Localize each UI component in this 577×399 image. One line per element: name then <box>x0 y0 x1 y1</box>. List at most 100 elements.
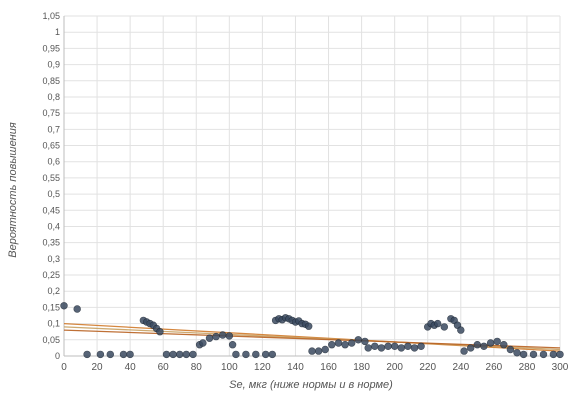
data-point <box>242 350 250 359</box>
data-point <box>434 319 442 328</box>
x-tick-label: 220 <box>419 362 436 373</box>
data-point <box>156 328 164 336</box>
data-point <box>506 345 515 354</box>
data-point <box>305 322 313 330</box>
data-point <box>189 350 197 359</box>
y-tick-label: 0,65 <box>42 141 60 151</box>
data-point <box>354 336 362 344</box>
y-tick-label: 0 <box>55 351 60 361</box>
data-point <box>225 332 234 340</box>
data-point <box>460 347 468 355</box>
y-tick-label: 0,45 <box>42 205 60 215</box>
x-tick-label: 40 <box>125 362 137 373</box>
data-point <box>321 345 329 354</box>
y-tick-label: 0,8 <box>47 92 60 102</box>
data-point <box>334 339 343 347</box>
data-point <box>83 350 91 359</box>
data-point <box>361 337 369 346</box>
y-tick-label: 0,1 <box>47 319 60 329</box>
data-point <box>314 347 323 355</box>
y-tick-label: 0,6 <box>47 157 60 167</box>
data-points <box>60 302 564 359</box>
data-point <box>384 342 392 350</box>
grid <box>63 15 561 357</box>
data-point <box>556 350 564 359</box>
x-tick-label: 200 <box>386 362 403 373</box>
x-tick-label: 160 <box>320 362 337 373</box>
data-point <box>73 305 81 313</box>
data-point <box>529 350 538 359</box>
data-point <box>371 342 379 350</box>
y-tick-label: 0,15 <box>42 302 60 312</box>
data-point <box>228 341 237 349</box>
data-point <box>493 337 501 346</box>
data-point <box>96 350 105 359</box>
y-tick-label: 0,75 <box>42 108 60 118</box>
data-point <box>205 334 214 342</box>
data-point <box>410 344 419 352</box>
data-point <box>60 302 68 310</box>
data-point <box>106 350 115 359</box>
y-tick-label: 0,05 <box>42 335 60 345</box>
y-tick-label: 0,5 <box>47 189 60 199</box>
data-point <box>328 341 336 349</box>
y-tick-label: 0,85 <box>42 76 60 86</box>
data-point <box>486 339 495 347</box>
x-tick-label: 60 <box>158 362 170 373</box>
data-point <box>473 341 481 349</box>
y-tick-label: 0,4 <box>47 221 60 231</box>
data-point <box>549 350 558 359</box>
data-point <box>182 350 191 359</box>
x-tick-label: 140 <box>287 362 304 373</box>
x-axis-label: Se, мкг (ниже нормы и в норме) <box>229 379 393 391</box>
data-point <box>500 341 508 349</box>
y-tick-label: 0,35 <box>42 238 60 248</box>
data-point <box>348 339 356 347</box>
x-tick-label: 300 <box>552 362 569 373</box>
x-tick-label: 0 <box>61 362 67 373</box>
axes <box>63 16 560 357</box>
y-tick-label: 0,95 <box>42 43 60 53</box>
data-point <box>364 344 372 352</box>
data-point <box>262 350 270 359</box>
x-tick-label: 240 <box>452 362 469 373</box>
data-point <box>397 344 405 352</box>
data-point <box>480 342 488 350</box>
y-tick-label: 1,05 <box>42 11 60 21</box>
tick-labels: 0 0,05 0,1 0,15 0,2 0,25 0,3 0,35 0,4 0,45 0,5 0,55… <box>42 11 568 373</box>
data-point <box>513 349 521 357</box>
data-point <box>232 350 240 359</box>
data-point <box>519 350 528 359</box>
data-point <box>268 350 276 359</box>
x-tick-label: 180 <box>353 362 370 373</box>
x-tick-label: 100 <box>221 362 238 373</box>
y-tick-label: 0,25 <box>42 270 60 280</box>
data-point <box>467 344 475 352</box>
plot-background <box>64 16 560 356</box>
data-point <box>440 323 448 331</box>
data-point <box>377 344 386 352</box>
y-tick-label: 0,55 <box>42 173 60 183</box>
data-point <box>341 341 349 349</box>
data-point <box>404 342 412 350</box>
x-tick-label: 120 <box>254 362 271 373</box>
data-point <box>126 350 134 359</box>
data-point <box>199 339 207 347</box>
y-tick-label: 1 <box>55 27 60 37</box>
data-point <box>391 342 399 350</box>
x-tick-label: 280 <box>519 362 536 373</box>
y-axis-label: Вероятность повышения <box>7 122 19 258</box>
x-tick-label: 20 <box>92 362 104 373</box>
y-tick-label: 0,9 <box>47 60 60 70</box>
data-point <box>219 331 227 339</box>
data-point <box>417 342 425 350</box>
data-point <box>162 350 171 359</box>
data-point <box>169 350 177 359</box>
data-point <box>308 347 316 355</box>
data-point <box>212 332 220 341</box>
y-tick-label: 0,3 <box>47 254 60 264</box>
y-tick-label: 0,7 <box>47 124 60 134</box>
x-tick-label: 260 <box>486 362 503 373</box>
